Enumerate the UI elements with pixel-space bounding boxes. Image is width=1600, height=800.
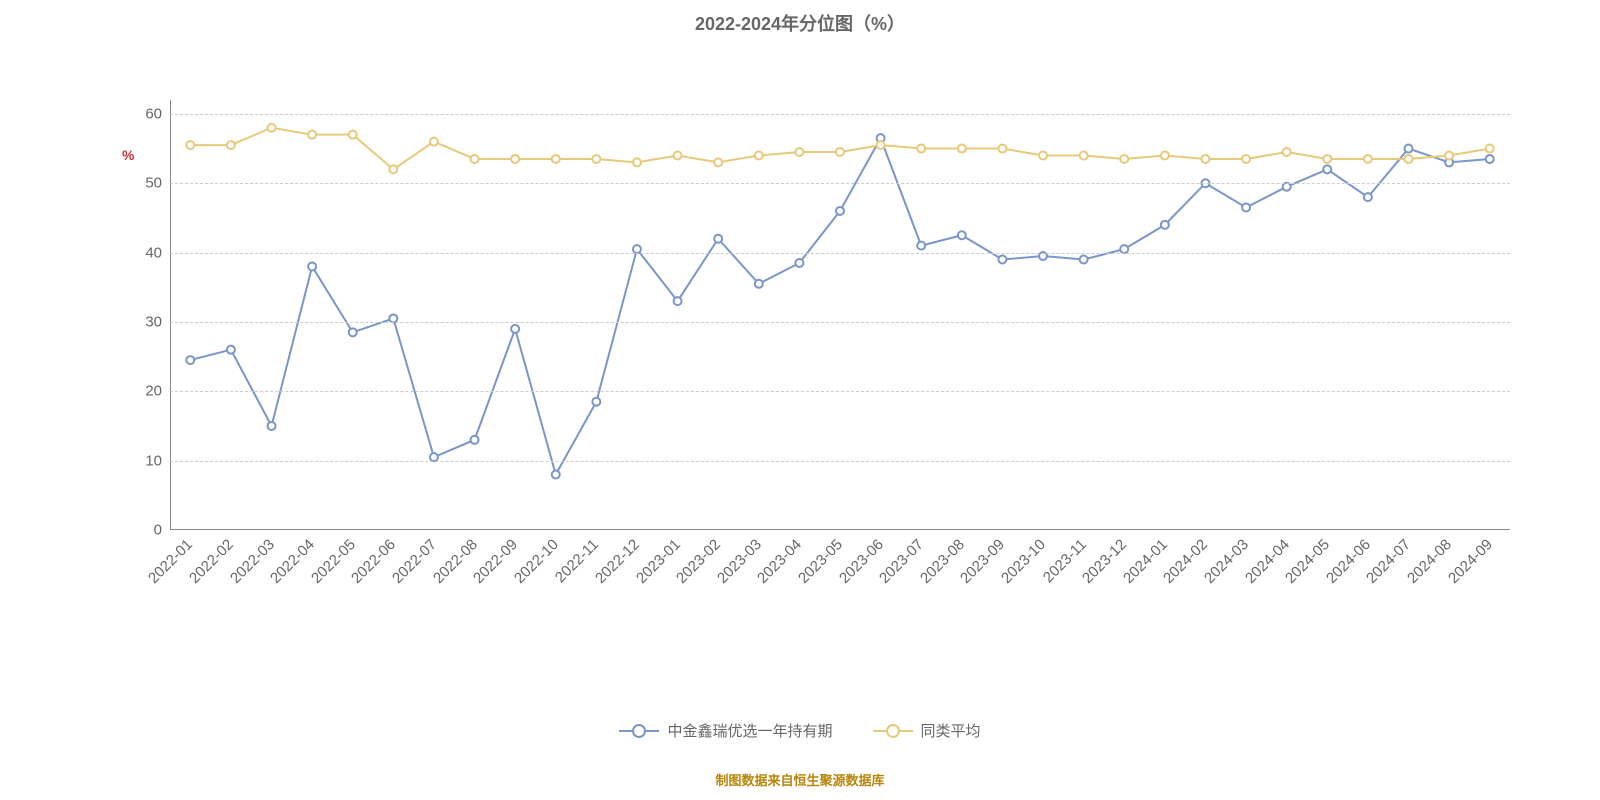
line-series-svg [170, 100, 1510, 530]
series-marker [714, 235, 722, 243]
series-marker [1323, 165, 1331, 173]
legend-item: 中金鑫瑞优选一年持有期 [619, 720, 832, 741]
series-marker [1364, 193, 1372, 201]
legend-item: 同类平均 [873, 720, 981, 741]
series-marker [674, 297, 682, 305]
series-marker [1161, 221, 1169, 229]
series-marker [836, 207, 844, 215]
series-marker [1201, 155, 1209, 163]
y-tick-label: 30 [145, 313, 170, 330]
series-marker [308, 131, 316, 139]
series-marker [511, 155, 519, 163]
series-marker [592, 398, 600, 406]
gridline [170, 461, 1510, 462]
legend-label: 中金鑫瑞优选一年持有期 [667, 720, 832, 741]
y-tick-label: 20 [145, 383, 170, 400]
series-marker [633, 158, 641, 166]
series-marker [1120, 155, 1128, 163]
series-marker [349, 328, 357, 336]
series-marker [511, 325, 519, 333]
series-marker [186, 141, 194, 149]
legend-swatch [873, 725, 913, 737]
series-marker [552, 155, 560, 163]
series-marker [958, 231, 966, 239]
series-marker [1039, 151, 1047, 159]
legend: 中金鑫瑞优选一年持有期 同类平均 [0, 720, 1600, 741]
series-marker [836, 148, 844, 156]
series-marker [1445, 151, 1453, 159]
gridline [170, 114, 1510, 115]
series-marker [308, 262, 316, 270]
series-marker [755, 280, 763, 288]
series-marker [268, 124, 276, 132]
gridline [170, 322, 1510, 323]
y-tick-label: 10 [145, 452, 170, 469]
y-tick-label: 0 [154, 522, 170, 539]
series-marker [755, 151, 763, 159]
series-marker [471, 155, 479, 163]
y-tick-label: 50 [145, 175, 170, 192]
series-marker [795, 148, 803, 156]
series-marker [1242, 204, 1250, 212]
series-marker [1242, 155, 1250, 163]
series-marker [227, 346, 235, 354]
series-marker [1080, 256, 1088, 264]
series-marker [552, 471, 560, 479]
series-marker [1486, 145, 1494, 153]
series-marker [917, 242, 925, 250]
y-axis-unit: % [122, 147, 134, 163]
chart-footnote: 制图数据来自恒生聚源数据库 [0, 770, 1600, 789]
series-marker [998, 256, 1006, 264]
plot-area: 01020304050602022-012022-022022-032022-0… [170, 100, 1510, 530]
series-marker [389, 165, 397, 173]
series-marker [430, 138, 438, 146]
series-marker [1283, 148, 1291, 156]
series-marker [958, 145, 966, 153]
series-marker [471, 436, 479, 444]
series-marker [1161, 151, 1169, 159]
series-marker [268, 422, 276, 430]
series-marker [1323, 155, 1331, 163]
series-marker [917, 145, 925, 153]
series-marker [714, 158, 722, 166]
legend-swatch [619, 725, 659, 737]
y-tick-label: 60 [145, 105, 170, 122]
series-marker [186, 356, 194, 364]
series-marker [1364, 155, 1372, 163]
series-marker [592, 155, 600, 163]
series-marker [795, 259, 803, 267]
series-marker [1486, 155, 1494, 163]
gridline [170, 391, 1510, 392]
series-marker [227, 141, 235, 149]
series-marker [674, 151, 682, 159]
gridline [170, 183, 1510, 184]
series-marker [1404, 155, 1412, 163]
series-marker [998, 145, 1006, 153]
y-tick-label: 40 [145, 244, 170, 261]
series-line-0 [190, 138, 1489, 474]
legend-label: 同类平均 [921, 720, 981, 741]
gridline [170, 253, 1510, 254]
series-marker [1404, 145, 1412, 153]
chart-container: { "chart": { "type": "line", "title": "2… [0, 0, 1600, 800]
series-marker [877, 141, 885, 149]
series-marker [349, 131, 357, 139]
series-marker [1080, 151, 1088, 159]
chart-title: 2022-2024年分位图（%） [0, 10, 1600, 36]
